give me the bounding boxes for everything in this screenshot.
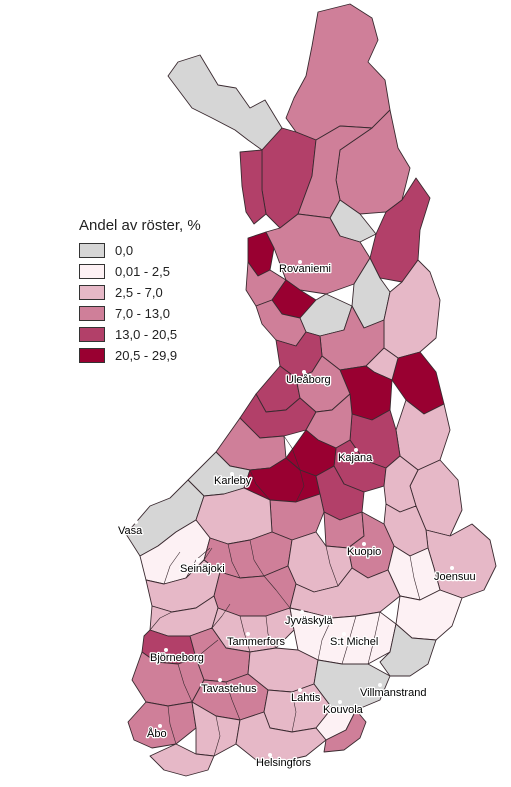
city-marker xyxy=(450,566,454,570)
legend-label: 20,5 - 29,9 xyxy=(115,348,178,363)
city-label-villmanstrand: Villmanstrand xyxy=(360,687,426,699)
city-label-karleby: Karleby xyxy=(214,475,252,487)
region-lapland-west-border xyxy=(239,149,267,225)
municipality-boundary xyxy=(291,691,297,733)
city-label-tavastehus: Tavastehus xyxy=(201,683,257,695)
legend: Andel av röster, % 0,0 0,01 - 2,5 2,5 - … xyxy=(79,217,239,366)
city-marker xyxy=(354,448,358,452)
city-label-kuopio: Kuopio xyxy=(347,546,381,558)
city-label-joensuu: Joensuu xyxy=(434,571,476,583)
city-marker xyxy=(218,678,222,682)
city-marker xyxy=(300,610,304,614)
legend-label: 7,0 - 13,0 xyxy=(115,306,170,321)
city-marker xyxy=(298,688,302,692)
city-marker xyxy=(298,260,302,264)
municipality-boundary xyxy=(341,615,357,665)
municipality-boundary xyxy=(195,639,219,659)
region-lapland-arm-west xyxy=(167,54,283,151)
city-marker xyxy=(378,683,382,687)
municipality-boundary xyxy=(317,617,333,661)
municipality-regions xyxy=(125,3,497,777)
region-lapland-north xyxy=(285,3,391,141)
city-label-seinajoki: Seinäjoki xyxy=(180,563,225,575)
city-marker xyxy=(196,558,200,562)
municipality-boundaries xyxy=(149,435,421,757)
municipality-boundary xyxy=(227,543,241,579)
municipality-boundary xyxy=(167,705,177,745)
legend-item: 0,01 - 2,5 xyxy=(79,261,239,282)
city-marker xyxy=(158,724,162,728)
city-marker xyxy=(134,520,138,524)
region-abo-region xyxy=(127,701,197,749)
municipality-boundary xyxy=(409,555,421,601)
municipality-boundary xyxy=(283,435,301,471)
city-label-jyvaskyla: Jyväskylä xyxy=(285,615,334,627)
city-label-abo: Åbo xyxy=(147,727,167,740)
city-label-bjorneborg: Björneborg xyxy=(150,652,204,664)
legend-label: 0,0 xyxy=(115,243,134,258)
legend-item: 20,5 - 29,9 xyxy=(79,345,239,366)
city-label-lahtis: Lahtis xyxy=(291,692,321,704)
city-marker xyxy=(342,632,346,636)
legend-label: 2,5 - 7,0 xyxy=(115,285,163,300)
municipality-boundary xyxy=(249,539,265,577)
municipality-boundary xyxy=(263,575,291,609)
region-salo-region xyxy=(191,701,241,757)
city-label-vasa: Vasa xyxy=(118,525,143,537)
legend-item: 0,0 xyxy=(79,240,239,261)
legend-item: 2,5 - 7,0 xyxy=(79,282,239,303)
legend-swatch xyxy=(79,306,105,321)
legend-swatch xyxy=(79,348,105,363)
legend-title: Andel av röster, % xyxy=(79,217,201,234)
city-label-stmichel: S:t Michel xyxy=(330,636,378,648)
city-labels: Rovaniemi Uleåborg Kajana Karleby Vasa K… xyxy=(117,262,477,771)
region-kotka-region xyxy=(323,709,367,753)
municipality-boundary xyxy=(225,681,241,721)
city-label-helsingfors: Helsingfors xyxy=(256,757,312,769)
legend-swatch xyxy=(79,327,105,342)
municipality-boundary xyxy=(249,469,271,501)
city-label-tammerfors: Tammerfors xyxy=(227,636,286,648)
municipality-boundary xyxy=(295,469,305,503)
city-marker xyxy=(302,370,306,374)
municipality-boundary xyxy=(325,545,339,587)
legend-swatch xyxy=(79,285,105,300)
municipality-boundary xyxy=(239,615,251,653)
city-marker xyxy=(164,648,168,652)
legend-item: 13,0 - 20,5 xyxy=(79,324,239,345)
region-parikkala-grey xyxy=(379,623,437,677)
city-marker xyxy=(338,700,342,704)
city-marker xyxy=(246,632,250,636)
city-label-kouvola: Kouvola xyxy=(323,704,364,716)
legend-swatch xyxy=(79,243,105,258)
city-marker xyxy=(230,472,234,476)
city-label-rovaniemi: Rovaniemi xyxy=(279,263,331,275)
municipality-boundary xyxy=(213,715,221,757)
region-suomussalmi-dark xyxy=(391,351,445,415)
municipality-boundary xyxy=(177,663,193,703)
municipality-boundary xyxy=(149,611,173,631)
legend-swatch xyxy=(79,264,105,279)
legend-label: 0,01 - 2,5 xyxy=(115,264,170,279)
legend-item: 7,0 - 13,0 xyxy=(79,303,239,324)
municipality-boundary xyxy=(211,603,231,629)
city-markers xyxy=(134,260,454,757)
region-lapland-center xyxy=(297,125,373,219)
municipality-boundary xyxy=(265,615,277,649)
city-label-uleaborg: Uleåborg xyxy=(286,374,331,386)
city-marker xyxy=(268,753,272,757)
city-marker xyxy=(362,542,366,546)
region-archipelago xyxy=(149,743,215,777)
municipality-boundary xyxy=(203,547,213,561)
municipality-boundary xyxy=(367,611,381,665)
city-label-kajana: Kajana xyxy=(338,452,373,464)
legend-label: 13,0 - 20,5 xyxy=(115,327,178,342)
municipality-boundary xyxy=(163,551,181,585)
